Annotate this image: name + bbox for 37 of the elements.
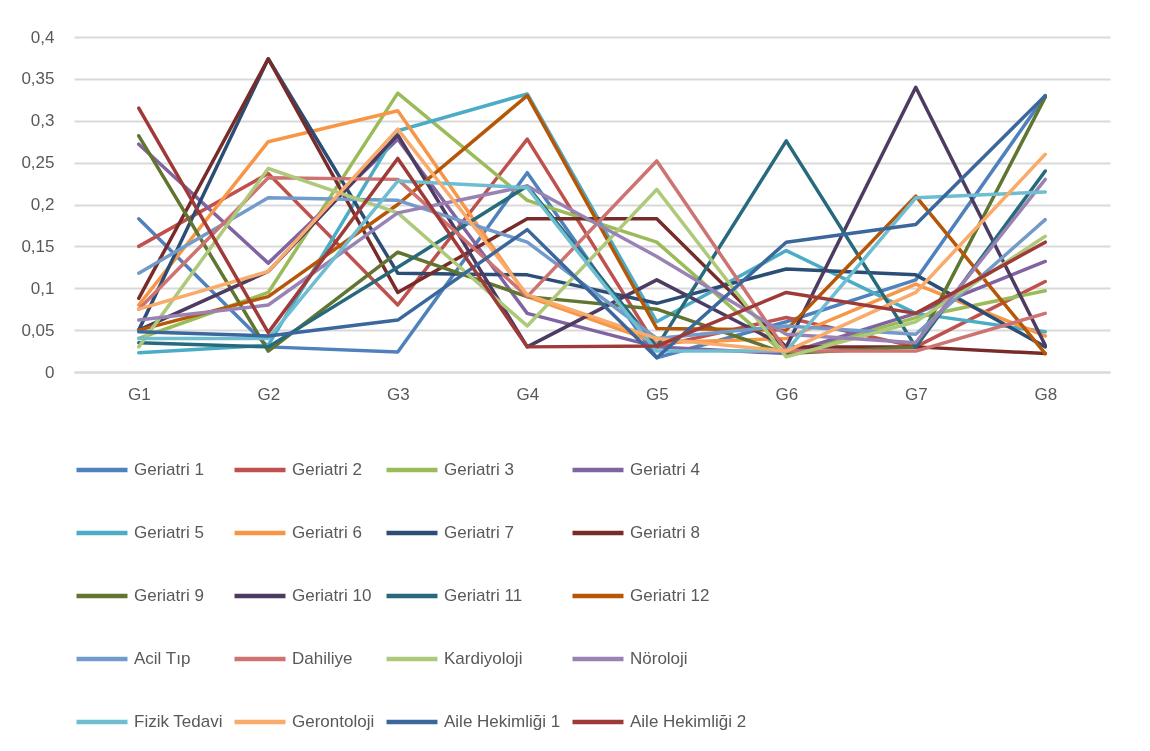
x-tick-label: G5 [645, 384, 669, 404]
legend-label: Aile Hekimliği 1 [444, 712, 561, 731]
x-tick-label: G3 [386, 384, 410, 404]
y-tick-label: 0,05 [21, 320, 55, 340]
legend-label: Geriatri 12 [630, 586, 710, 605]
legend-label: Geriatri 3 [444, 460, 514, 479]
legend-label: Geriatri 11 [444, 586, 523, 605]
y-tick-label: 0,4 [30, 27, 55, 47]
legend-label: Nöroloji [630, 649, 688, 668]
legend-label: Acil Tıp [134, 649, 191, 668]
y-tick-label: 0,1 [30, 278, 55, 298]
x-tick-label: G7 [904, 384, 928, 404]
legend-label: Dahiliye [292, 649, 353, 668]
y-tick-label: 0 [45, 362, 55, 382]
y-tick-label: 0,3 [30, 111, 55, 131]
y-tick-label: 0,15 [21, 236, 55, 256]
legend-label: Geriatri 7 [444, 523, 514, 542]
y-tick-label: 0,2 [30, 195, 55, 214]
legend-label: Geriatri 10 [292, 586, 372, 605]
legend-label: Kardiyoloji [444, 649, 523, 668]
legend-label: Aile Hekimliği 2 [630, 712, 747, 731]
legend-label: Gerontoloji [292, 712, 375, 731]
x-tick-label: G8 [1034, 384, 1058, 404]
x-tick-label: G2 [257, 384, 281, 404]
legend-label: Fizik Tedavi [134, 712, 223, 731]
x-tick-label: G4 [516, 384, 540, 404]
legend-label: Geriatri 1 [134, 460, 204, 479]
y-tick-label: 0,35 [21, 69, 55, 89]
y-tick-label: 0,25 [21, 153, 55, 173]
legend-label: Geriatri 9 [134, 586, 204, 605]
legend-label: Geriatri 5 [134, 523, 204, 542]
x-tick-label: G6 [775, 384, 799, 404]
legend-label: Geriatri 2 [292, 460, 362, 479]
legend-label: Geriatri 6 [292, 523, 362, 542]
legend-label: Geriatri 8 [630, 523, 700, 542]
x-tick-label: G1 [127, 384, 151, 404]
legend-label: Geriatri 4 [630, 460, 700, 479]
